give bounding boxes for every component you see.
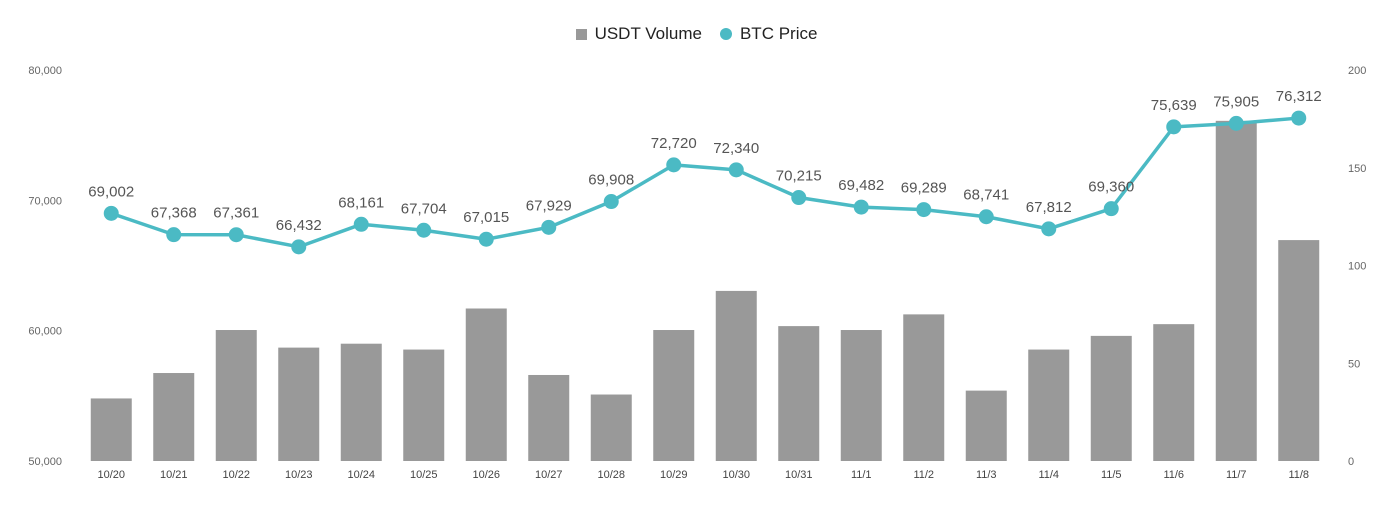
bar-usdt-volume — [153, 373, 195, 461]
x-tick-label: 10/31 — [785, 469, 813, 481]
bar-usdt-volume — [90, 398, 132, 461]
data-label-btc-price: 69,002 — [88, 183, 134, 200]
x-tick-label: 11/1 — [851, 469, 872, 481]
x-tick-label: 11/2 — [913, 469, 934, 481]
y-left-tick-label: 70,000 — [28, 195, 62, 207]
point-btc-price — [791, 190, 807, 206]
x-tick-label: 11/3 — [976, 469, 997, 481]
data-label-btc-price: 67,812 — [1026, 199, 1072, 216]
bar-usdt-volume — [965, 390, 1007, 461]
bar-usdt-volume — [715, 290, 757, 461]
y-left-tick-label: 60,000 — [28, 326, 62, 338]
x-tick-label: 10/26 — [472, 469, 500, 481]
data-label-btc-price: 72,720 — [651, 135, 697, 152]
x-tick-label: 10/25 — [410, 469, 438, 481]
x-tick-label: 11/4 — [1038, 469, 1059, 481]
bar-usdt-volume — [465, 308, 507, 461]
bar-usdt-volume — [1028, 349, 1070, 461]
point-btc-price — [853, 199, 869, 215]
point-btc-price — [416, 222, 432, 238]
data-label-btc-price: 72,340 — [713, 140, 759, 157]
data-label-btc-price: 67,929 — [526, 197, 572, 214]
legend-item-usdt-volume: USDT Volume — [575, 24, 702, 44]
data-label-btc-price: 76,312 — [1276, 88, 1322, 105]
bar-usdt-volume — [528, 374, 570, 461]
bar-usdt-volume — [778, 326, 820, 461]
data-label-btc-price: 67,704 — [401, 200, 447, 217]
point-btc-price — [916, 202, 932, 218]
bar-usdt-volume — [403, 349, 445, 461]
point-btc-price — [666, 157, 682, 173]
point-btc-price — [478, 231, 494, 247]
x-tick-label: 10/24 — [347, 469, 375, 481]
point-btc-price — [541, 219, 557, 235]
data-label-btc-price: 69,482 — [838, 177, 884, 194]
data-label-btc-price: 67,368 — [151, 205, 197, 222]
legend-label-btc-price: BTC Price — [739, 24, 818, 43]
legend-item-btc-price: BTC Price — [719, 24, 818, 44]
x-tick-label: 10/30 — [722, 469, 750, 481]
point-btc-price — [1228, 115, 1244, 131]
point-btc-price — [603, 194, 619, 210]
x-tick-label: 10/27 — [535, 469, 563, 481]
point-btc-price — [353, 216, 369, 232]
data-label-btc-price: 69,289 — [901, 180, 947, 197]
x-tick-label: 10/28 — [597, 469, 625, 481]
bar-usdt-volume — [1153, 324, 1195, 461]
legend-swatch-btc-price — [719, 28, 732, 40]
bar-usdt-volume — [903, 314, 945, 461]
x-tick-label: 10/21 — [160, 469, 188, 481]
data-label-btc-price: 66,432 — [276, 217, 322, 234]
data-label-btc-price: 70,215 — [776, 168, 822, 185]
point-btc-price — [228, 227, 244, 243]
bar-usdt-volume — [340, 343, 382, 461]
data-label-btc-price: 69,908 — [588, 172, 634, 189]
x-tick-label: 10/22 — [222, 469, 250, 481]
data-label-btc-price: 67,015 — [463, 209, 509, 226]
data-label-btc-price: 68,161 — [338, 194, 384, 211]
x-tick-label: 10/20 — [97, 469, 125, 481]
y-left-tick-label: 80,000 — [28, 65, 62, 77]
point-btc-price — [978, 209, 994, 225]
bar-usdt-volume — [1215, 120, 1257, 461]
x-tick-label: 11/8 — [1288, 469, 1309, 481]
point-btc-price — [166, 227, 182, 243]
chart-legend: USDT Volume BTC Price — [0, 24, 1393, 44]
y-right-tick-label: 200 — [1348, 65, 1366, 77]
data-label-btc-price: 69,360 — [1088, 179, 1134, 196]
bar-usdt-volume — [840, 330, 882, 461]
bar-usdt-volume — [1090, 335, 1132, 461]
point-btc-price — [1103, 201, 1119, 217]
data-label-btc-price: 75,905 — [1213, 93, 1259, 110]
line-btc-price — [110, 116, 1299, 249]
point-btc-price — [1041, 221, 1057, 237]
point-btc-price — [291, 239, 307, 255]
data-label-btc-price: 67,361 — [213, 205, 259, 222]
y-right-tick-label: 50 — [1348, 358, 1360, 370]
y-right-tick-label: 150 — [1348, 163, 1366, 175]
x-tick-label: 11/5 — [1101, 469, 1122, 481]
data-label-btc-price: 75,639 — [1151, 97, 1197, 114]
x-tick-label: 11/7 — [1226, 469, 1247, 481]
point-btc-price — [103, 205, 119, 221]
x-tick-label: 10/29 — [660, 469, 688, 481]
point-btc-price — [728, 162, 744, 178]
legend-label-usdt-volume: USDT Volume — [594, 24, 702, 43]
bar-usdt-volume — [1278, 240, 1320, 461]
bar-usdt-volume — [653, 330, 695, 461]
y-right-tick-label: 100 — [1348, 261, 1366, 273]
data-label-btc-price: 68,741 — [963, 187, 1009, 204]
y-right-tick-label: 0 — [1348, 456, 1354, 468]
point-btc-price — [1291, 110, 1307, 126]
x-tick-label: 10/23 — [285, 469, 313, 481]
bar-usdt-volume — [278, 347, 320, 461]
y-left-tick-label: 50,000 — [28, 456, 62, 468]
point-btc-price — [1166, 119, 1182, 135]
legend-swatch-usdt-volume — [575, 28, 587, 40]
bar-usdt-volume — [590, 394, 632, 461]
bar-usdt-volume — [215, 330, 257, 461]
x-tick-label: 11/6 — [1163, 469, 1184, 481]
